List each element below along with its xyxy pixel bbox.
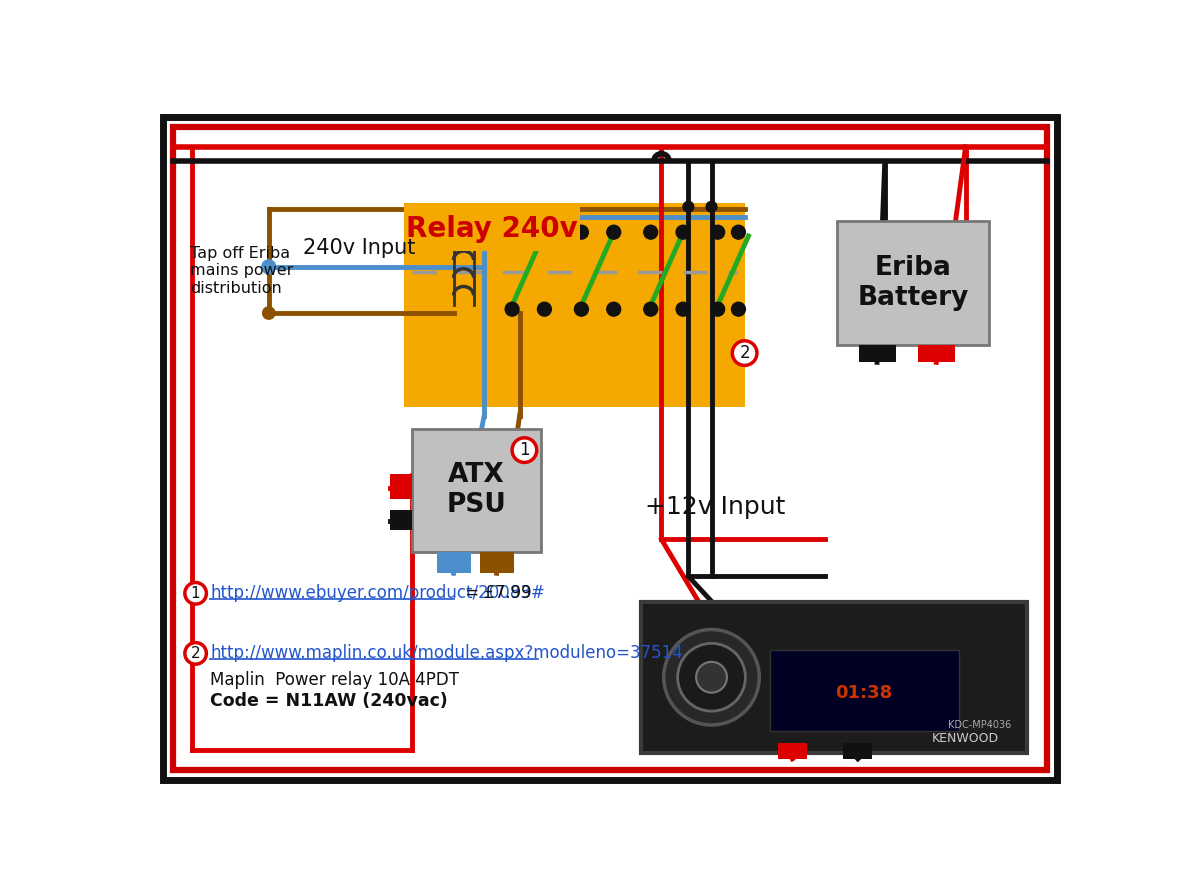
FancyBboxPatch shape xyxy=(844,743,872,759)
Circle shape xyxy=(710,225,725,239)
Circle shape xyxy=(706,202,716,212)
Circle shape xyxy=(184,643,206,664)
FancyBboxPatch shape xyxy=(770,650,959,731)
FancyBboxPatch shape xyxy=(405,207,580,252)
Text: 1: 1 xyxy=(519,441,530,459)
Circle shape xyxy=(538,302,551,316)
Text: KENWOOD: KENWOOD xyxy=(932,733,1000,745)
Circle shape xyxy=(184,582,206,605)
Circle shape xyxy=(512,437,537,462)
Circle shape xyxy=(676,302,690,316)
Text: KDC-MP4036: KDC-MP4036 xyxy=(948,720,1012,730)
Text: Eriba
Battery: Eriba Battery xyxy=(858,255,969,311)
Circle shape xyxy=(607,302,621,316)
FancyBboxPatch shape xyxy=(389,510,412,530)
Text: ATX
PSU: ATX PSU xyxy=(446,462,507,518)
Circle shape xyxy=(538,225,551,239)
FancyBboxPatch shape xyxy=(837,220,990,346)
FancyBboxPatch shape xyxy=(405,203,745,407)
Circle shape xyxy=(676,225,690,239)
Circle shape xyxy=(505,302,519,316)
FancyBboxPatch shape xyxy=(412,428,541,552)
FancyBboxPatch shape xyxy=(859,346,896,363)
Text: 2: 2 xyxy=(739,344,750,362)
Circle shape xyxy=(732,225,745,239)
Text: Relay 240v: Relay 240v xyxy=(406,215,578,243)
FancyBboxPatch shape xyxy=(389,474,412,500)
FancyBboxPatch shape xyxy=(480,552,514,573)
Circle shape xyxy=(664,629,759,725)
Text: +12v Input: +12v Input xyxy=(645,495,785,519)
Text: http://www.ebuyer.com/product/20083#: http://www.ebuyer.com/product/20083# xyxy=(211,584,545,603)
Text: Tap off Eriba
mains power
distribution: Tap off Eriba mains power distribution xyxy=(190,245,294,295)
Circle shape xyxy=(710,302,725,316)
Text: Code = N11AW (240vac): Code = N11AW (240vac) xyxy=(211,693,447,710)
FancyBboxPatch shape xyxy=(640,602,1027,753)
Circle shape xyxy=(683,202,694,212)
Text: 2: 2 xyxy=(190,646,200,661)
Circle shape xyxy=(607,225,621,239)
Circle shape xyxy=(732,340,757,365)
Circle shape xyxy=(575,302,588,316)
Circle shape xyxy=(505,225,519,239)
Circle shape xyxy=(262,260,276,274)
FancyBboxPatch shape xyxy=(437,552,470,573)
Text: Maplin  Power relay 10A 4PDT: Maplin Power relay 10A 4PDT xyxy=(211,670,459,689)
Text: = £7.99: = £7.99 xyxy=(459,584,532,603)
Circle shape xyxy=(575,225,588,239)
Circle shape xyxy=(644,225,658,239)
Circle shape xyxy=(263,307,275,319)
Text: http://www.maplin.co.uk/module.aspx?moduleno=37514: http://www.maplin.co.uk/module.aspx?modu… xyxy=(211,645,683,662)
Circle shape xyxy=(677,644,745,711)
FancyBboxPatch shape xyxy=(917,346,954,363)
Text: 240v Input: 240v Input xyxy=(303,237,415,258)
Circle shape xyxy=(644,302,658,316)
Circle shape xyxy=(696,661,727,693)
Text: 1: 1 xyxy=(190,586,200,601)
Text: 01:38: 01:38 xyxy=(835,684,892,701)
Circle shape xyxy=(732,302,745,316)
FancyBboxPatch shape xyxy=(778,743,807,759)
